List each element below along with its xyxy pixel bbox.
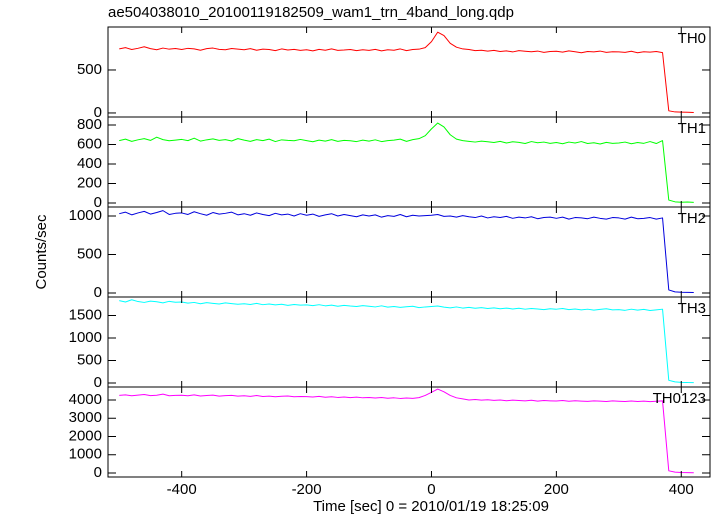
y-tick-label: 0: [94, 464, 102, 481]
y-tick-label: 4000: [69, 391, 102, 408]
y-tick-label: 1000: [69, 446, 102, 463]
series-label: TH0123: [653, 390, 706, 407]
series-label: TH3: [678, 300, 706, 317]
x-tick-label: -200: [292, 481, 322, 498]
series-line: [119, 210, 694, 294]
x-tick-label: 400: [669, 481, 694, 498]
y-tick-label: 0: [94, 284, 102, 301]
y-tick-label: 500: [77, 245, 102, 262]
y-tick-label: 3000: [69, 409, 102, 426]
series-label: TH1: [678, 120, 706, 137]
series-line: [119, 388, 694, 474]
series-label: TH2: [678, 210, 706, 227]
y-tick-label: 400: [77, 155, 102, 172]
y-tick-label: 200: [77, 174, 102, 191]
x-tick-label: 0: [427, 481, 435, 498]
series-label: TH0: [678, 30, 706, 47]
x-tick-label: 200: [544, 481, 569, 498]
series-line: [119, 31, 694, 113]
x-tick-label: -400: [167, 481, 197, 498]
x-axis-label: Time [sec] 0 = 2010/01/19 18:25:09: [313, 498, 549, 515]
y-tick-label: 500: [77, 351, 102, 368]
series-line: [119, 122, 694, 203]
y-axis-label: Counts/sec: [33, 214, 50, 290]
y-tick-label: 0: [94, 374, 102, 391]
y-tick-label: 1500: [69, 306, 102, 323]
y-tick-label: 500: [77, 61, 102, 78]
chart-title: ae504038010_20100119182509_wam1_trn_4ban…: [108, 4, 514, 21]
y-tick-label: 1000: [69, 329, 102, 346]
panel-frame: [107, 386, 711, 478]
y-tick-label: 600: [77, 135, 102, 152]
y-tick-label: 0: [94, 194, 102, 211]
y-tick-label: 2000: [69, 427, 102, 444]
y-tick-label: 1000: [69, 207, 102, 224]
y-tick-label: 800: [77, 116, 102, 133]
series-line: [119, 299, 694, 384]
y-tick-label: 0: [94, 104, 102, 121]
